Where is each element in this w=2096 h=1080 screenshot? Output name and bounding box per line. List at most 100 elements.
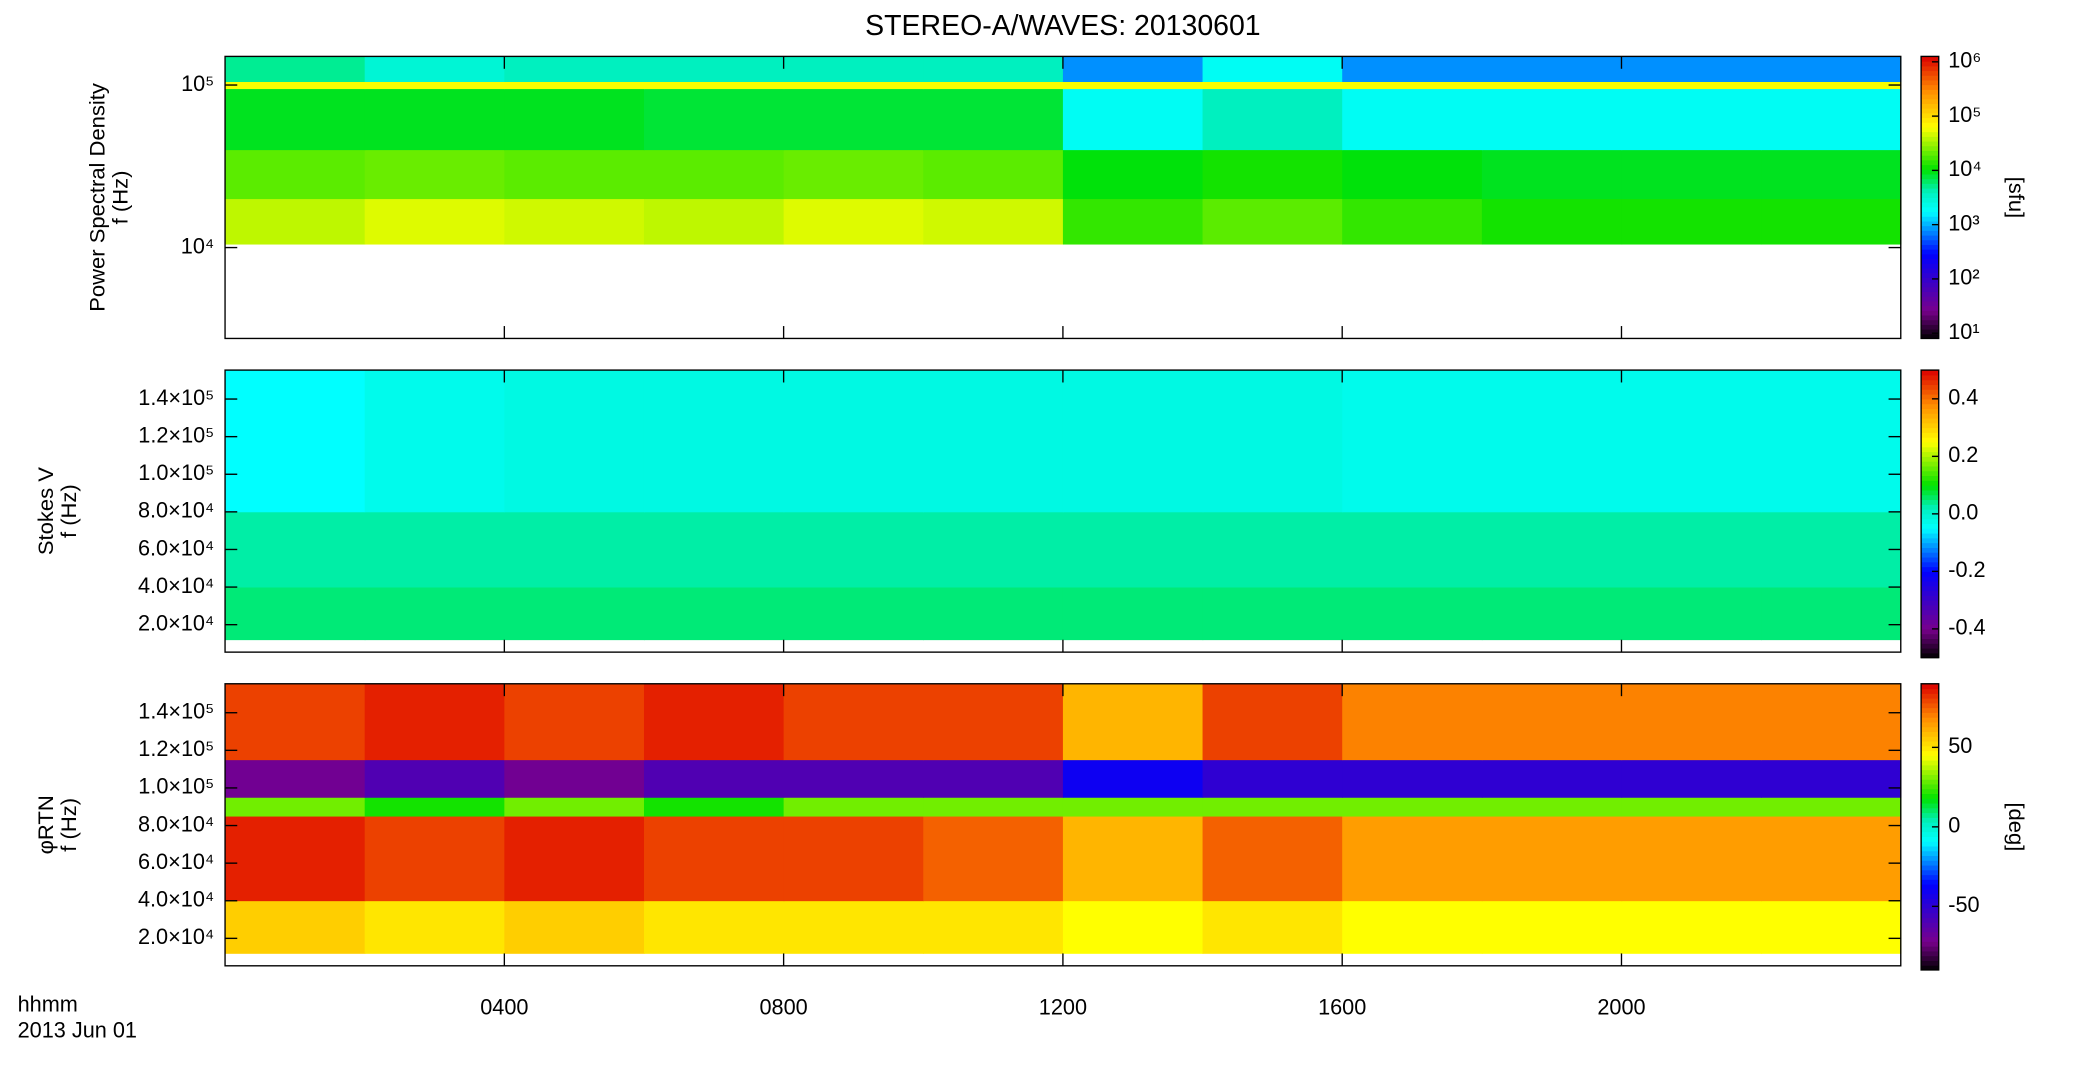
colorbar-step xyxy=(1921,822,1939,828)
heatmap-cell xyxy=(1481,88,1623,151)
colorbar-step xyxy=(1921,836,1939,842)
x-axis-label: hhmm xyxy=(18,991,78,1016)
heatmap-cell xyxy=(504,370,645,513)
heatmap-cell xyxy=(504,816,645,902)
colorbar-step xyxy=(1921,717,1939,723)
colorbar-step xyxy=(1921,432,1939,438)
heatmap-cell xyxy=(783,587,924,641)
heatmap-cell xyxy=(783,900,924,954)
colorbar-step xyxy=(1921,122,1939,128)
heatmap-cell xyxy=(225,683,366,761)
colorbar-step xyxy=(1921,329,1939,335)
colorbar-step xyxy=(1921,893,1939,899)
colorbar-step xyxy=(1921,860,1939,866)
heatmap-cell xyxy=(1481,56,1623,82)
heatmap-cell xyxy=(225,56,366,82)
heatmap-cell xyxy=(1621,587,1762,641)
heatmap-cell xyxy=(364,56,506,82)
colorbar-step xyxy=(1921,595,1939,601)
heatmap-cell xyxy=(643,683,785,761)
colorbar-step xyxy=(1921,879,1939,885)
heatmap-cell xyxy=(1621,56,1762,82)
heatmap-cell xyxy=(1342,149,1483,200)
heatmap-cell xyxy=(1202,88,1343,151)
y-tick-label: 10⁵ xyxy=(181,71,214,96)
heatmap-cell xyxy=(1202,683,1343,761)
colorbar-step xyxy=(1921,712,1939,718)
heatmap-cell xyxy=(1342,81,1483,90)
colorbar-step xyxy=(1921,220,1939,227)
heatmap-cell xyxy=(504,900,645,954)
colorbar-step xyxy=(1921,370,1939,376)
colorbar-step xyxy=(1921,566,1939,572)
colorbar-step xyxy=(1921,750,1939,756)
heatmap-cell xyxy=(504,587,645,641)
colorbar-step xyxy=(1921,188,1939,194)
colorbar-step xyxy=(1921,485,1939,491)
heatmap-cell xyxy=(1761,56,1902,82)
colorbar-step xyxy=(1921,141,1939,147)
colorbar-step xyxy=(1921,192,1939,198)
colorbar-step xyxy=(1921,812,1939,818)
heatmap-cell xyxy=(923,149,1064,200)
heatmap-cell xyxy=(1481,900,1623,954)
colorbar-step xyxy=(1921,552,1939,558)
colorbar-step xyxy=(1921,850,1939,857)
colorbar-step xyxy=(1921,960,1939,966)
x-tick-label: 0400 xyxy=(480,994,528,1019)
heatmap-cell xyxy=(504,797,645,817)
colorbar-step xyxy=(1921,614,1939,620)
colorbar-step xyxy=(1921,394,1939,400)
chart-title: STEREO-A/WAVES: 20130601 xyxy=(865,10,1260,42)
colorbar-step xyxy=(1921,528,1939,534)
heatmap-cell xyxy=(1342,759,1483,798)
heatmap-cell xyxy=(1342,797,1483,817)
colorbar-step xyxy=(1921,286,1939,292)
heatmap-cell xyxy=(643,759,785,798)
colorbar-tick-label: 10⁶ xyxy=(1948,48,1981,73)
colorbar-step xyxy=(1921,244,1939,250)
heatmap-cell xyxy=(783,797,924,817)
colorbar-step xyxy=(1921,576,1939,582)
heatmap-cell xyxy=(1761,370,1902,513)
heatmap-cell xyxy=(1761,759,1902,798)
heatmap-cell xyxy=(643,900,785,954)
colorbar-step xyxy=(1921,609,1939,616)
heatmap-cell xyxy=(364,797,506,817)
colorbar-tick-label: -50 xyxy=(1948,892,1979,917)
heatmap-cell xyxy=(1621,88,1762,151)
colorbar-tick-label: -0.2 xyxy=(1948,557,1985,582)
colorbar-step xyxy=(1921,936,1939,942)
heatmap-cell xyxy=(923,88,1064,151)
colorbar-step xyxy=(1921,112,1939,119)
heatmap-cell xyxy=(225,900,366,954)
colorbar-step xyxy=(1921,931,1939,938)
heatmap-cell xyxy=(1761,88,1902,151)
colorbar-step xyxy=(1921,817,1939,823)
heatmap-cell xyxy=(643,587,785,641)
heatmap-cell xyxy=(1062,683,1204,761)
heatmap-cell xyxy=(1761,816,1902,902)
heatmap-cell xyxy=(364,511,506,588)
colorbar-step xyxy=(1921,619,1939,625)
heatmap-cell xyxy=(1062,797,1204,817)
colorbar-step xyxy=(1921,267,1939,274)
colorbar-step xyxy=(1921,633,1939,640)
colorbar-step xyxy=(1921,590,1939,596)
colorbar-step xyxy=(1921,305,1939,311)
colorbar-step xyxy=(1921,638,1939,644)
colorbar-step xyxy=(1921,173,1939,180)
colorbar-step xyxy=(1921,628,1939,635)
colorbar-step xyxy=(1921,707,1939,713)
colorbar-step xyxy=(1921,845,1939,852)
heatmap-cell xyxy=(1761,511,1902,588)
heatmap-cell xyxy=(1342,511,1483,588)
heatmap-cell xyxy=(1202,816,1343,902)
heatmap-cell xyxy=(1481,370,1623,513)
colorbar-step xyxy=(1921,693,1939,699)
colorbar-step xyxy=(1921,258,1939,264)
heatmap-cell xyxy=(1202,759,1343,798)
colorbar-step xyxy=(1921,624,1939,630)
heatmap-cell xyxy=(783,683,924,761)
colorbar-step xyxy=(1921,874,1939,880)
